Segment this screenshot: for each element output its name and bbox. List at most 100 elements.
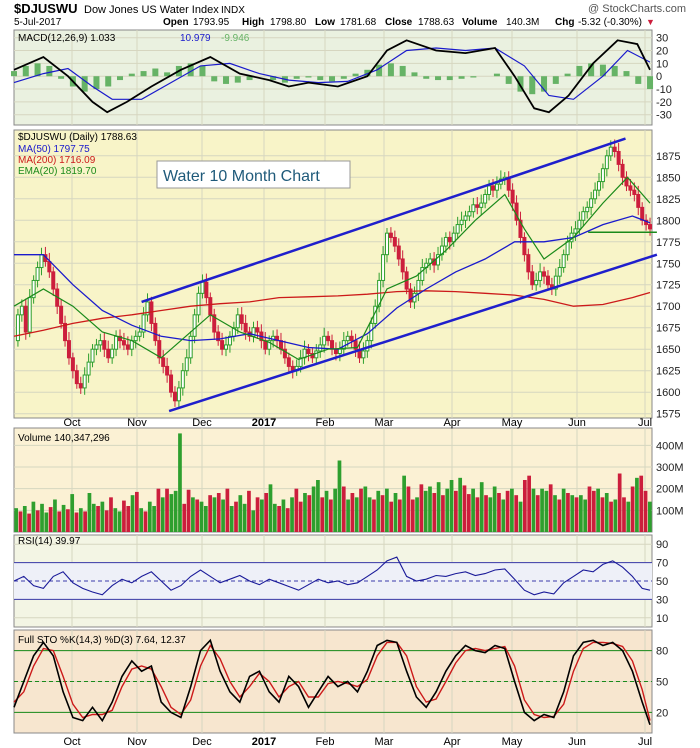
volume-bar	[212, 497, 217, 532]
price-candle-body	[243, 322, 248, 333]
macd-histogram-bar	[329, 76, 336, 82]
price-candle-body	[153, 322, 158, 342]
macd-histogram-bar	[211, 76, 218, 82]
macd-tick-label: 30	[656, 33, 668, 45]
price-candle-body	[165, 365, 170, 376]
macd-histogram-bar	[11, 71, 17, 77]
macd-histogram-bar	[164, 72, 171, 77]
volume-bar	[61, 504, 66, 532]
volume-panel: 400M 300M 200M 100M Volume 140,347,296	[13, 427, 684, 533]
price-candle-body	[608, 146, 613, 157]
macd-histogram-bar	[599, 64, 606, 77]
volume-bar	[221, 499, 225, 532]
price-candle-body	[169, 374, 174, 393]
price-candle-body	[133, 335, 138, 342]
volume-bar	[527, 475, 531, 532]
volume-bar	[354, 497, 359, 532]
price-candle-body	[157, 340, 162, 359]
volume-bar	[596, 488, 600, 532]
macd-histogram-bar	[34, 63, 41, 77]
volume-bar	[229, 506, 234, 532]
volume-bar	[113, 508, 118, 532]
chart-date: 5-Jul-2017	[14, 17, 62, 28]
volume-bar	[186, 489, 191, 532]
volume-bar	[139, 508, 144, 532]
price-candle-body	[39, 254, 44, 269]
volume-bar	[268, 484, 273, 532]
price-candle-body	[129, 340, 134, 350]
low-label: Low	[315, 17, 335, 28]
price-candle-body	[530, 271, 535, 286]
price-candle-body	[345, 335, 350, 342]
macd-histogram-bar	[128, 73, 135, 77]
macd-tick-label: 20	[656, 46, 668, 58]
price-candle-body	[632, 189, 637, 195]
chart-name: Dow Jones US Water Index	[84, 4, 219, 16]
macd-histogram-bar	[93, 76, 100, 90]
watermark: @ StockCharts.com	[588, 3, 686, 15]
price-candle-body	[420, 267, 425, 281]
price-candle-body	[596, 181, 601, 191]
chg-down-icon: ▼	[646, 17, 655, 27]
volume-bar	[449, 480, 454, 532]
volume-bar	[630, 486, 635, 532]
price-candle-body	[620, 163, 625, 178]
macd-histogram-bar	[234, 76, 241, 83]
volume-bar	[208, 495, 212, 532]
volume-bar	[109, 497, 113, 532]
volume-bar	[178, 433, 182, 532]
macd-signal-legend: 10.979	[180, 33, 211, 44]
price-candle-body	[188, 335, 193, 359]
rsi-panel: 90 70 50 30 10 RSI(14) 39.97	[13, 534, 668, 628]
volume-bar	[402, 475, 406, 532]
volume-bar	[173, 490, 178, 532]
price-candle-body	[204, 281, 209, 299]
price-candle-body	[172, 391, 177, 402]
macd-histogram-bar	[611, 65, 618, 77]
volume-bar	[31, 501, 36, 532]
macd-histogram-bar	[635, 76, 642, 84]
volume-bar	[415, 497, 419, 532]
volume-bar	[406, 486, 411, 532]
price-candle-body	[224, 344, 229, 350]
volume-bar	[78, 508, 83, 532]
macd-tick-label: 0	[656, 71, 662, 83]
price-candle-body	[459, 219, 464, 226]
volume-bar	[514, 495, 519, 532]
ma200-line	[13, 290, 651, 337]
volume-bar	[255, 497, 260, 532]
macd-histogram-bar	[246, 76, 253, 81]
price-candle-body	[542, 271, 547, 277]
price-candle-body	[589, 198, 594, 208]
volume-bar	[600, 497, 605, 532]
volume-bar	[501, 499, 506, 532]
volume-bar	[66, 509, 70, 532]
volume-bar	[376, 490, 381, 532]
volume-bar	[260, 499, 264, 532]
macd-histogram-bar	[423, 76, 430, 79]
volume-bar	[557, 499, 562, 532]
volume-bar	[290, 497, 294, 532]
price-candle-body	[400, 258, 405, 273]
price-candle-body	[94, 344, 99, 350]
macd-histogram-bar	[46, 65, 53, 77]
price-candle-body	[137, 331, 142, 337]
volume-bar	[324, 490, 329, 532]
volume-bar	[570, 495, 575, 532]
price-tick-label: 1875	[656, 151, 680, 163]
price-candle-body	[565, 241, 570, 256]
rsi-line	[13, 556, 651, 596]
volume-bar	[242, 503, 247, 532]
volume-value: 140.3M	[506, 17, 539, 28]
price-candle-body	[636, 193, 641, 208]
volume-bar	[117, 511, 122, 532]
volume-bar	[14, 508, 19, 532]
x-tick-label: Jun	[568, 417, 586, 429]
price-candle-body	[557, 267, 562, 277]
volume-bar	[505, 490, 510, 532]
price-candle-body	[490, 185, 495, 191]
price-candle-body	[110, 348, 115, 359]
high-label: High	[242, 17, 264, 28]
macd-histogram-bar	[387, 63, 394, 77]
chg-label: Chg	[555, 17, 574, 28]
